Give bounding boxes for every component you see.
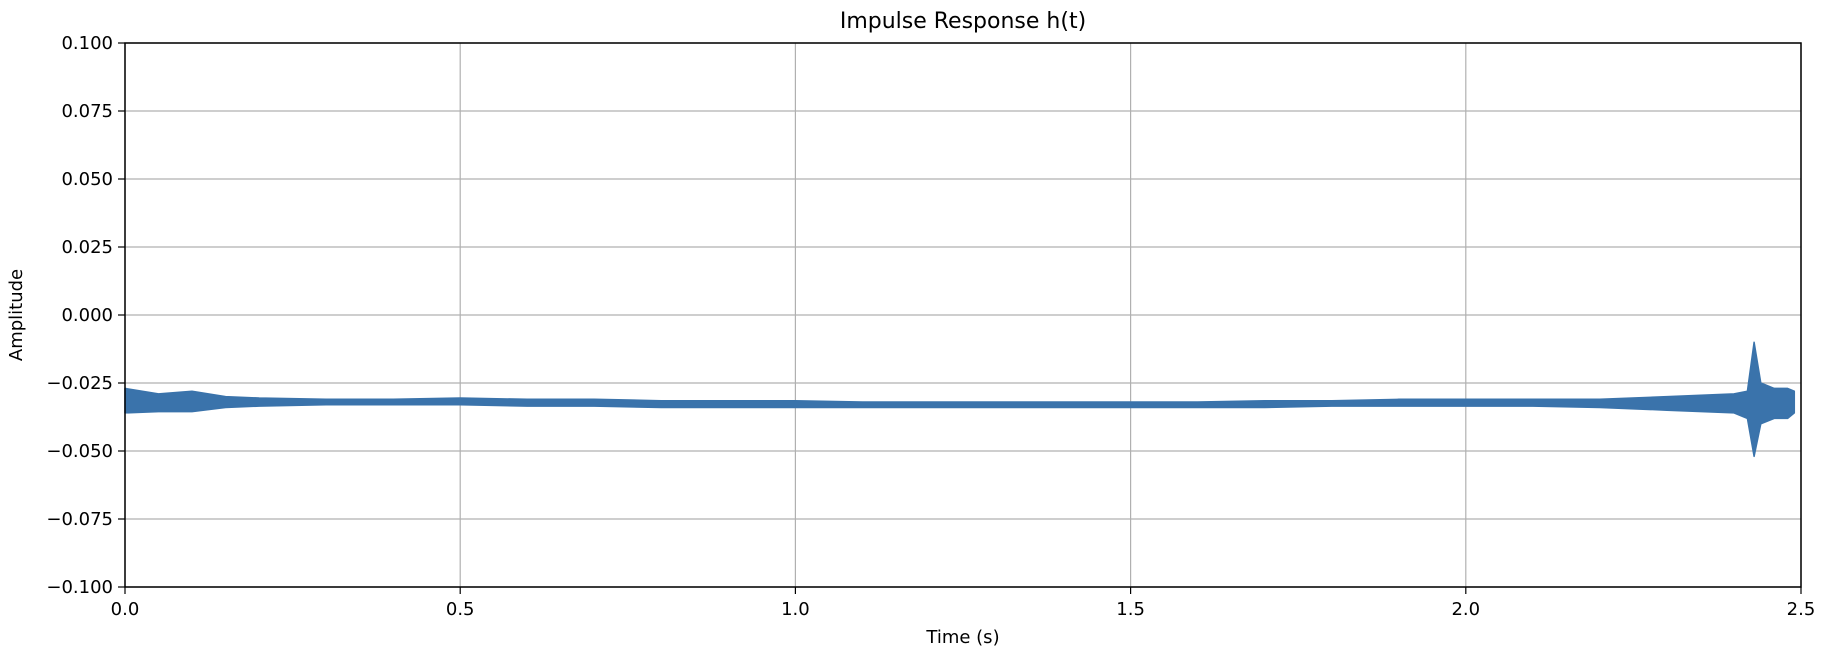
y-tick-label: −0.075	[46, 509, 113, 530]
y-tick-label: −0.050	[46, 441, 113, 462]
plot-area	[124, 341, 1796, 458]
x-tick-label: 2.0	[1451, 599, 1480, 620]
y-axis-label: Amplitude	[6, 269, 27, 361]
x-tick-label: 1.5	[1116, 599, 1145, 620]
series-impulse-response	[124, 341, 1796, 458]
chart-title: Impulse Response h(t)	[840, 9, 1086, 34]
y-tick-label: 0.050	[61, 169, 113, 190]
x-axis-label: Time (s)	[925, 627, 999, 648]
x-tick-label: 0.0	[111, 599, 140, 620]
y-tick-label: 0.000	[61, 305, 113, 326]
y-tick-label: 0.100	[61, 33, 113, 54]
ticks: 0.0 0.5 1.0 1.5 2.0 2.5 0.100 0.075 0.050 0.025 0.…	[46, 33, 1815, 620]
y-tick-label: 0.025	[61, 237, 113, 258]
x-tick-label: 2.5	[1787, 599, 1816, 620]
y-tick-label: 0.075	[61, 101, 113, 122]
x-tick-label: 1.0	[781, 599, 810, 620]
y-tick-label: −0.025	[46, 373, 113, 394]
x-tick-label: 0.5	[446, 599, 475, 620]
grid	[124, 42, 1802, 588]
y-tick-label: −0.100	[46, 577, 113, 598]
